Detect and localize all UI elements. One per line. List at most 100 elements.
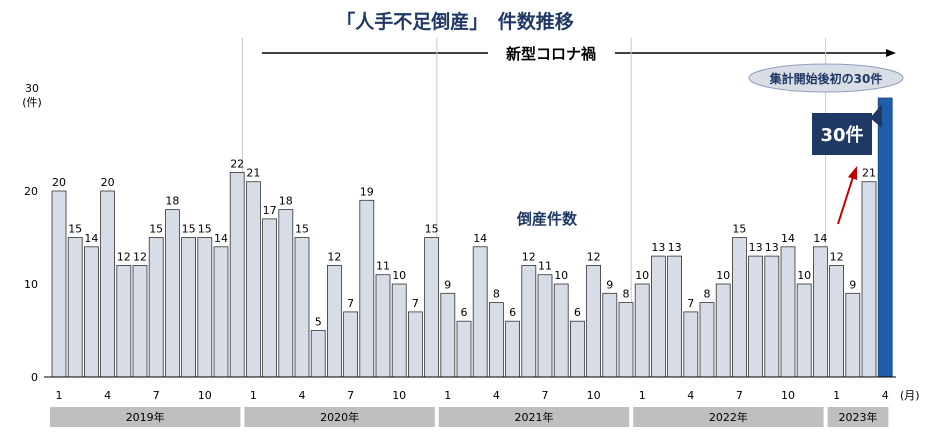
bar [667, 255, 682, 378]
data-label: 6 [461, 306, 468, 319]
bar [132, 264, 148, 378]
data-label: 18 [279, 195, 293, 208]
year-label: 2022年 [709, 410, 748, 424]
corona-label: 新型コロナ禍 [506, 45, 596, 63]
bar [796, 283, 812, 378]
x-tick-label: 10 [198, 389, 212, 402]
bar [456, 320, 472, 378]
bar [181, 237, 197, 378]
data-label: 14 [781, 232, 795, 245]
bar [84, 246, 99, 378]
data-label: 20 [101, 176, 115, 189]
x-tick-label: 1 [56, 389, 63, 402]
bar-highlight [877, 97, 893, 378]
data-label: 8 [493, 288, 500, 301]
x-tick-label: 4 [104, 389, 111, 402]
data-label: 14 [813, 232, 827, 245]
data-label: 20 [52, 176, 66, 189]
data-label: 7 [687, 297, 694, 310]
callout-pointer [870, 104, 882, 128]
x-tick-label: 7 [542, 389, 549, 402]
x-tick-labels: 1 4 7 10 1 4 7 10 1 4 7 10 1 4 7 10 1 4 [56, 389, 889, 402]
year-label: 2019年 [126, 410, 165, 424]
x-tick-label: 7 [736, 389, 743, 402]
y-tick-label: 0 [31, 371, 38, 384]
data-label: 15 [295, 223, 309, 236]
x-tick-label: 1 [639, 389, 646, 402]
red-arrow-line [837, 176, 854, 225]
bar [472, 246, 488, 378]
bar [570, 320, 585, 378]
data-label: 10 [392, 269, 406, 282]
bars-group [51, 97, 893, 378]
bar [343, 311, 359, 378]
year-band [244, 407, 435, 427]
data-label: 21 [862, 167, 876, 180]
year-bands: 2019年 2020年 2021年 2022年 2023年 [50, 407, 889, 427]
bar [586, 264, 601, 378]
bar [229, 171, 245, 378]
data-label: 15 [68, 223, 82, 236]
callout-box [812, 113, 872, 155]
callout-box-text: 30件 [820, 124, 863, 146]
data-label: 14 [473, 232, 487, 245]
bar [780, 246, 796, 378]
x-tick-label: 10 [392, 389, 406, 402]
bar [164, 209, 180, 378]
series-label: 倒産件数 [516, 210, 578, 228]
year-label: 2020年 [320, 410, 359, 424]
bar [699, 302, 715, 378]
bar [813, 246, 828, 378]
data-label: 10 [554, 269, 568, 282]
bar [245, 181, 261, 378]
data-label: 15 [182, 223, 196, 236]
y-unit-label: (件) [22, 96, 42, 109]
data-label: 10 [635, 269, 649, 282]
bar [148, 237, 164, 378]
x-tick-label: 7 [153, 389, 160, 402]
bar [262, 218, 278, 378]
data-label: 8 [623, 288, 630, 301]
bar [732, 237, 747, 378]
bar [602, 292, 618, 378]
bar [278, 209, 294, 378]
data-label: 15 [732, 223, 746, 236]
data-label: 5 [315, 316, 322, 329]
bar [440, 292, 456, 378]
data-label: 13 [749, 241, 763, 254]
data-label: 13 [765, 241, 779, 254]
bar [618, 302, 634, 378]
bar [521, 264, 537, 378]
y-tick-label: 20 [24, 185, 38, 198]
bar [375, 274, 391, 378]
x-tick-label: 4 [493, 389, 500, 402]
bar [764, 255, 780, 378]
x-tick-label: 10 [781, 389, 795, 402]
data-label: 19 [360, 185, 374, 198]
data-label: 14 [84, 232, 98, 245]
year-band [50, 407, 241, 427]
x-tick-label: 1 [833, 389, 840, 402]
bar [116, 264, 132, 378]
data-label: 14 [214, 232, 228, 245]
year-label: 2023年 [839, 410, 878, 424]
data-label: 12 [587, 250, 601, 263]
data-label: 21 [246, 167, 260, 180]
bar [829, 264, 844, 378]
bar [845, 292, 861, 378]
data-label: 11 [538, 260, 552, 273]
bar [634, 283, 650, 378]
data-label: 13 [668, 241, 682, 254]
data-label: 15 [198, 223, 212, 236]
red-arrow-icon [848, 166, 857, 180]
data-label: 11 [376, 260, 390, 273]
x-tick-label: 7 [347, 389, 354, 402]
bar [391, 283, 407, 378]
data-label: 12 [117, 250, 131, 263]
bar [197, 237, 213, 378]
data-label: 12 [522, 250, 536, 263]
data-label: 10 [716, 269, 730, 282]
y-axis: 0 10 20 30(件) [22, 82, 42, 384]
